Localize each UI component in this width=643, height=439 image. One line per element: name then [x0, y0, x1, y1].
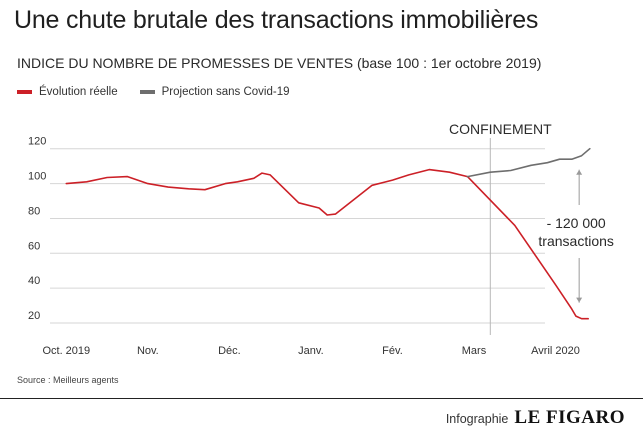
legend-swatch-reelle: [17, 90, 32, 94]
gap-arrow-head-down: [576, 297, 583, 303]
brand-logo: LE FIGARO: [514, 407, 625, 428]
chart-subtitle: INDICE DU NOMBRE DE PROMESSES DE VENTES …: [17, 55, 542, 71]
series-line-reelle: [65, 168, 590, 320]
y-tick-label: 80: [28, 205, 40, 217]
series-line-projection: [466, 147, 591, 178]
x-tick-label: Déc.: [218, 345, 241, 357]
footer-credit: Infographie LE FIGARO: [446, 407, 625, 429]
confinement-label: CONFINEMENT: [449, 121, 552, 137]
gap-label-line1: - 120 000: [547, 215, 606, 231]
legend-item-reelle: Évolution réelle: [17, 86, 118, 98]
line-chart: 20 40 60 80 100 120 Oct. 2019 Nov. Déc. Janv. Fév…: [28, 121, 614, 357]
y-tick-label: 20: [28, 310, 40, 322]
y-tick-label: 120: [28, 136, 46, 148]
legend-label-projection: Projection sans Covid-19: [161, 86, 290, 98]
legend-item-projection: Projection sans Covid-19: [139, 86, 290, 98]
chart-legend: Évolution réelle Projection sans Covid-1…: [17, 86, 311, 98]
gap-arrow-head-up: [576, 169, 583, 175]
y-tick-label: 100: [28, 171, 46, 183]
legend-label-reelle: Évolution réelle: [39, 86, 118, 98]
x-tick-label: Mars: [462, 345, 487, 357]
x-tick-label: Nov.: [137, 345, 159, 357]
grid-lines: [50, 148, 545, 324]
x-tick-label: Avril 2020: [531, 345, 580, 357]
series-lines: [65, 147, 591, 320]
y-tick-label: 40: [28, 275, 40, 287]
chart-title: Une chute brutale des transactions immob…: [14, 6, 539, 34]
x-tick-label: Fév.: [382, 345, 403, 357]
source-note: Source : Meilleurs agents: [17, 375, 119, 385]
credit-label: Infographie: [445, 412, 509, 426]
y-axis-ticks: 20 40 60 80 100 120: [28, 136, 46, 322]
legend-swatch-projection: [139, 90, 155, 94]
footer-divider: [0, 398, 643, 399]
gap-label-line2: transactions: [538, 233, 613, 249]
x-tick-label: Oct. 2019: [42, 345, 90, 357]
annotations: CONFINEMENT - 120 000 transactions: [449, 121, 614, 335]
x-tick-label: Janv.: [298, 345, 323, 357]
y-tick-label: 60: [28, 240, 40, 252]
x-axis-ticks: Oct. 2019 Nov. Déc. Janv. Fév. Mars Avril 2020: [42, 345, 579, 357]
